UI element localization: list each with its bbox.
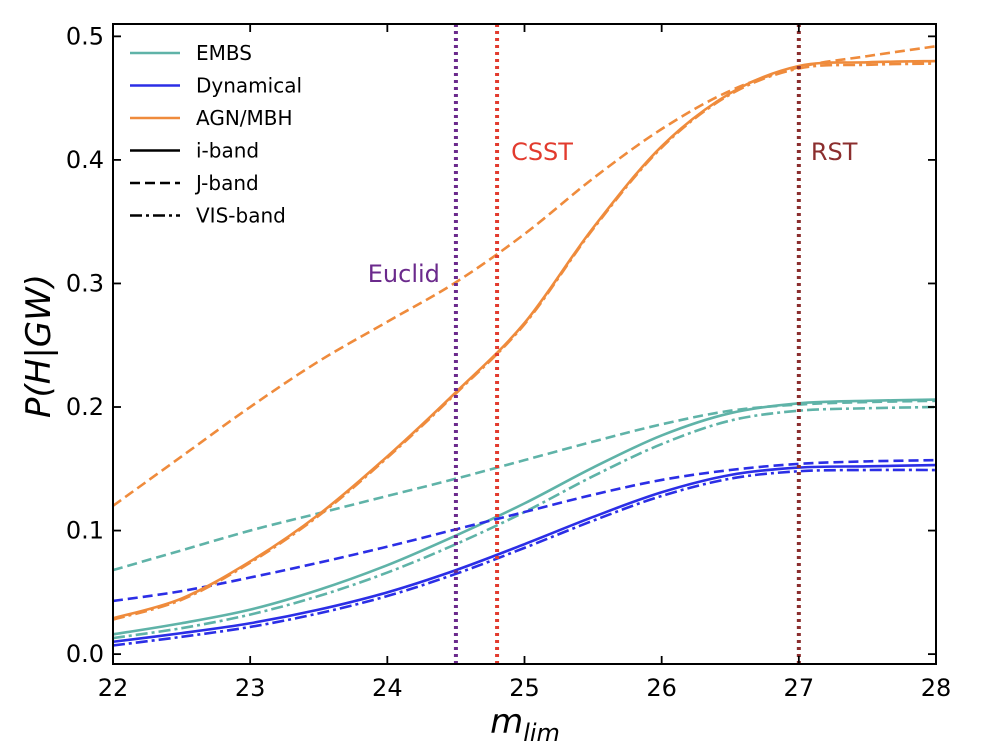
x-axis-label: mlim: [490, 702, 560, 747]
vline-layer: [453, 24, 801, 664]
y-tick-label: 0.2: [66, 393, 104, 421]
y-tick-label: 0.3: [66, 269, 104, 297]
y-tick-label: 0.0: [66, 640, 104, 668]
y-tick-label: 0.4: [66, 146, 104, 174]
legend-label-vis-band: VIS-band: [196, 204, 286, 228]
x-tick-label: 22: [98, 674, 129, 702]
x-tick-label: 26: [646, 674, 677, 702]
x-axis-label-main: m: [490, 702, 523, 742]
series-line-dynamical-j-band: [113, 458, 936, 603]
vline-label-euclid: Euclid: [368, 260, 440, 288]
x-tick-label: 28: [921, 674, 952, 702]
series-line-agn-mbh-vis-band: [113, 62, 936, 621]
legend-label-i-band: i-band: [196, 139, 259, 163]
vline-label-layer: Euclid CSST RST: [368, 138, 858, 288]
series-layer: [113, 44, 936, 647]
x-axis-label-subscript: lim: [523, 719, 560, 747]
x-tick-label: 24: [372, 674, 403, 702]
legend-label-dynamical: Dynamical: [196, 74, 302, 98]
tick-layer: 22 23 24 25 26 27 28 0.0 0.1 0.2 0.3 0.4 0.5: [66, 22, 951, 702]
y-tick-label: 0.5: [66, 22, 104, 50]
y-axis-label: P(H|GW): [19, 274, 59, 418]
series-line-dynamical-vis-band: [113, 468, 936, 647]
x-tick-label: 23: [235, 674, 266, 702]
legend-label-agn-mbh: AGN/MBH: [196, 106, 293, 130]
vline-label-rst: RST: [811, 138, 858, 166]
x-tick-label: 25: [509, 674, 540, 702]
legend-label-j-band: J-band: [194, 171, 259, 195]
vline-label-csst: CSST: [511, 138, 573, 166]
legend-label-embs: EMBS: [196, 41, 252, 65]
legend: EMBS Dynamical AGN/MBH i-band J-band VIS-band: [130, 41, 302, 228]
y-tick-label: 0.1: [66, 517, 104, 545]
x-tick-label: 27: [784, 674, 815, 702]
